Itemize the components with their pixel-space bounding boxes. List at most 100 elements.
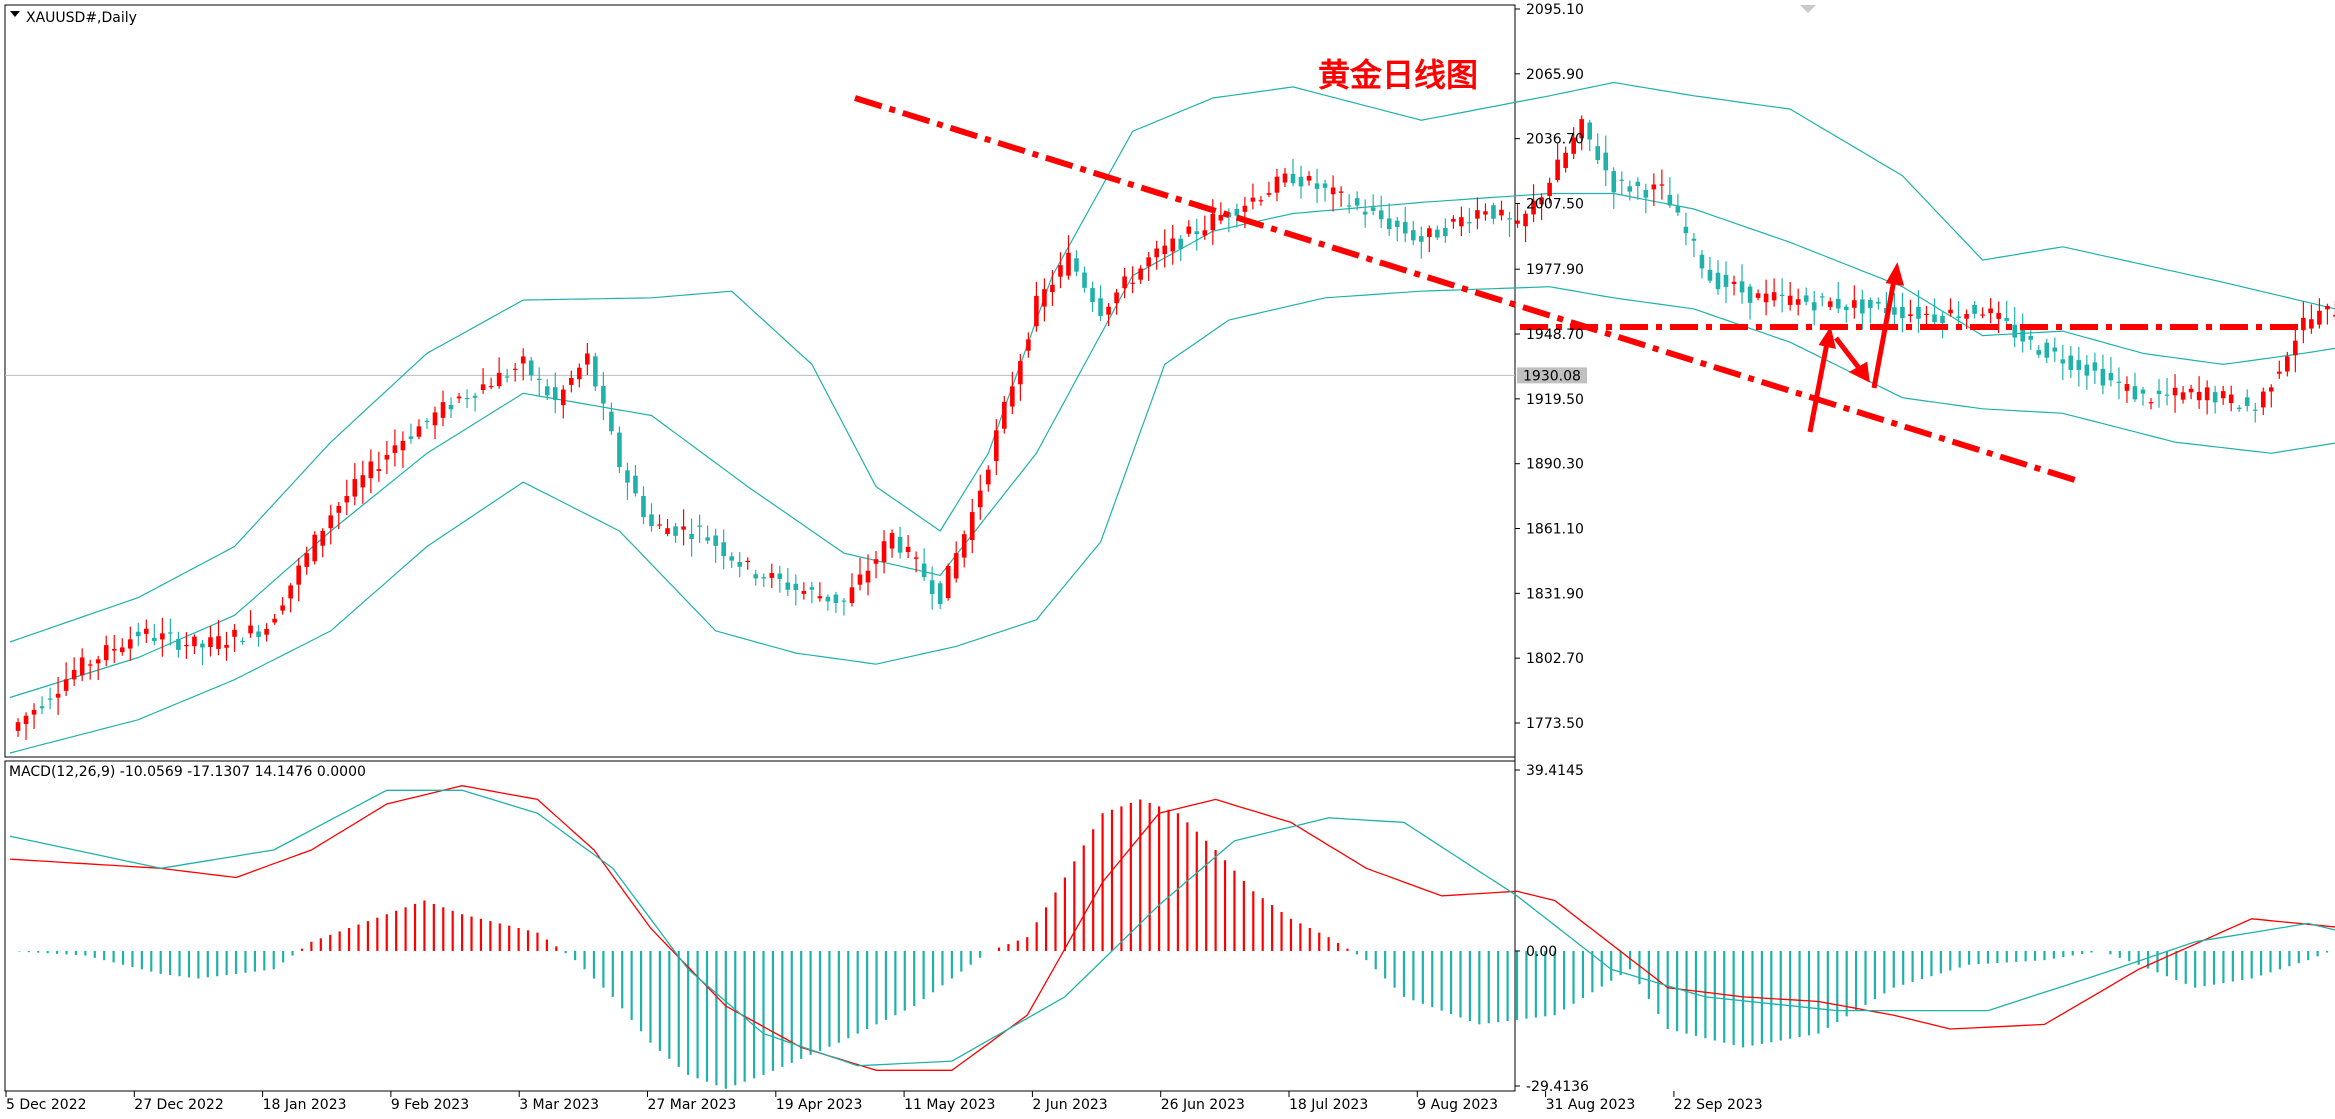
candle xyxy=(2116,367,2122,400)
macd-tick-label: -29.4136 xyxy=(1526,1079,1589,1095)
candle-body xyxy=(1787,295,1793,305)
candle xyxy=(1106,303,1111,327)
candle-body xyxy=(400,440,406,451)
candle xyxy=(921,548,927,581)
candle xyxy=(1835,282,1841,314)
candle-body xyxy=(160,633,165,640)
candle-body xyxy=(1868,300,1873,308)
candle xyxy=(232,624,237,652)
candle-body xyxy=(2164,394,2170,396)
candle xyxy=(160,617,165,657)
candle xyxy=(1819,293,1825,307)
candle xyxy=(240,637,245,645)
candle xyxy=(1531,184,1536,223)
candle xyxy=(392,429,398,467)
candle-body xyxy=(432,412,438,426)
candle xyxy=(424,417,430,430)
candle-body xyxy=(1852,300,1857,308)
descending-trendline[interactable] xyxy=(854,95,2076,483)
candle xyxy=(1892,292,1897,328)
candle-body xyxy=(665,528,670,534)
candle xyxy=(2309,304,2314,334)
candle xyxy=(1932,298,1937,329)
candle xyxy=(1908,299,1913,323)
candle xyxy=(865,554,871,596)
candle-body xyxy=(1034,295,1039,327)
candle xyxy=(1218,202,1224,225)
candle xyxy=(2060,344,2066,381)
candle xyxy=(2268,384,2274,408)
candle xyxy=(1771,278,1777,307)
candle-body xyxy=(2301,317,2306,331)
macd-signal-line xyxy=(9,789,2335,1067)
candle-body xyxy=(625,470,630,483)
candle xyxy=(1852,285,1857,319)
candle xyxy=(1691,232,1697,258)
candle xyxy=(1683,212,1689,246)
dropdown-triangle-icon[interactable] xyxy=(10,11,20,17)
candle xyxy=(2301,301,2306,344)
candle xyxy=(1603,135,1609,187)
candle-body xyxy=(1988,308,1993,314)
candle xyxy=(416,419,422,440)
candle xyxy=(977,474,983,520)
candle xyxy=(1507,211,1512,238)
candle-body xyxy=(801,590,807,594)
candle-body xyxy=(2252,409,2258,411)
macd-panel[interactable] xyxy=(4,760,1516,1092)
candle xyxy=(585,343,590,375)
y-tick-label: 2036.70 xyxy=(1526,132,1584,148)
candle xyxy=(1018,354,1023,401)
candle-body xyxy=(2228,394,2234,404)
candle-body xyxy=(2036,350,2042,355)
candle-body xyxy=(288,585,293,599)
candle-body xyxy=(1306,176,1312,181)
candle xyxy=(127,626,133,661)
candle-body xyxy=(1579,119,1584,139)
candle-body xyxy=(1066,252,1071,276)
candle-body xyxy=(2309,319,2314,329)
candle-body xyxy=(1571,137,1576,154)
candle xyxy=(1643,183,1649,214)
candle xyxy=(2196,376,2202,410)
candle-body xyxy=(1811,302,1817,311)
candle xyxy=(176,631,181,658)
candle xyxy=(1386,203,1392,236)
candle-body xyxy=(1876,301,1881,304)
candle xyxy=(2028,326,2034,350)
candle-body xyxy=(1194,231,1200,235)
candle-body xyxy=(1619,179,1625,181)
candle xyxy=(400,431,406,468)
candle xyxy=(1210,199,1216,245)
candle-body xyxy=(119,647,125,653)
candle xyxy=(1451,215,1456,229)
candle xyxy=(1026,332,1031,358)
candle-body xyxy=(344,496,350,503)
symbol-header[interactable]: XAUUSD#,Daily xyxy=(10,10,137,26)
candle xyxy=(440,390,446,427)
candle xyxy=(432,406,438,439)
main-chart-panel[interactable] xyxy=(4,4,1516,758)
candle-body xyxy=(697,525,702,527)
candle xyxy=(376,451,382,482)
candle xyxy=(1298,165,1304,199)
candle-body xyxy=(464,397,470,400)
candle xyxy=(2052,337,2058,362)
chart-shift-marker-icon[interactable] xyxy=(1800,5,1816,13)
candle xyxy=(937,580,943,610)
candle-body xyxy=(2236,407,2242,410)
candle xyxy=(1058,252,1063,289)
candle-body xyxy=(224,645,229,648)
candle-body xyxy=(1715,272,1721,290)
candle-body xyxy=(272,618,277,623)
candle-body xyxy=(2148,402,2154,404)
candle xyxy=(352,463,358,506)
candle-body xyxy=(577,367,582,380)
candle xyxy=(633,465,638,497)
macd-indicator xyxy=(9,785,2335,1089)
candle xyxy=(1338,186,1344,207)
candle xyxy=(2220,385,2226,405)
candle-body xyxy=(1435,229,1440,238)
candle-body xyxy=(1354,198,1360,206)
